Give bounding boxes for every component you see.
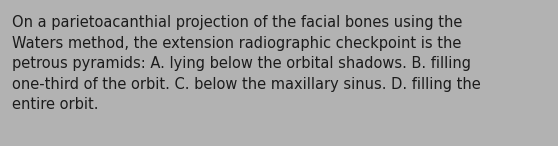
Text: On a parietoacanthial projection of the facial bones using the
Waters method, th: On a parietoacanthial projection of the …	[12, 15, 481, 112]
